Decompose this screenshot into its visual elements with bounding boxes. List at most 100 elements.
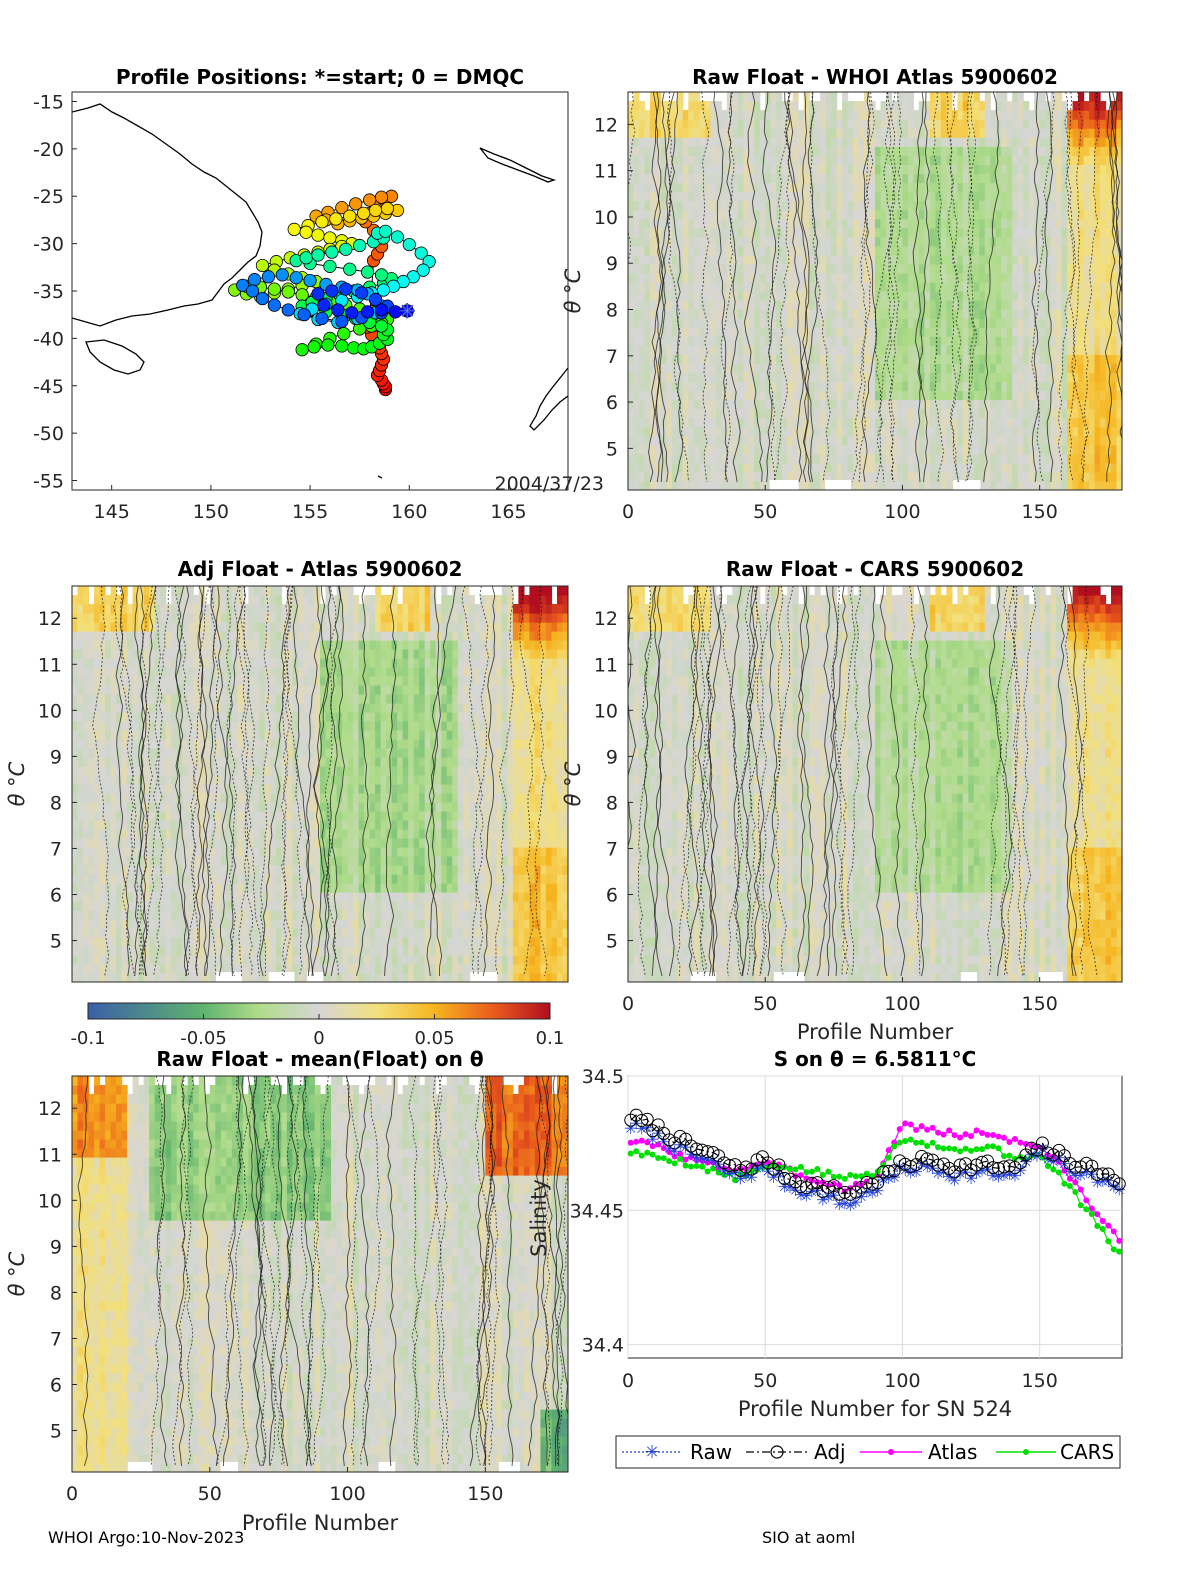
- heatmap-cell: [105, 703, 112, 713]
- heatmap-cell: [1078, 218, 1085, 229]
- heatmap-cell: [842, 327, 849, 337]
- heatmap-cell: [1050, 426, 1057, 437]
- heatmap-cell: [776, 381, 783, 392]
- heatmap-cell: [682, 390, 689, 401]
- heatmap-cell: [990, 345, 997, 355]
- heatmap-cell: [847, 263, 854, 274]
- heatmap-cell: [1094, 435, 1101, 446]
- heatmap-cell: [138, 631, 145, 641]
- heatmap-cell: [1083, 345, 1090, 355]
- heatmap-cell: [165, 856, 172, 866]
- heatmap-cell: [935, 426, 942, 437]
- heatmap-cell: [984, 236, 991, 247]
- heatmap-cell: [726, 336, 733, 346]
- heatmap-cell: [1001, 155, 1008, 165]
- heatmap-cell: [127, 964, 134, 974]
- heatmap-cell: [737, 462, 744, 473]
- heatmap-cell: [748, 471, 755, 482]
- heatmap-cell: [902, 119, 909, 129]
- heatmap-cell: [880, 137, 887, 147]
- heatmap-cell: [776, 471, 783, 482]
- heatmap-cell: [704, 354, 711, 364]
- heatmap-cell: [721, 417, 728, 428]
- heatmap-cell: [940, 381, 947, 392]
- heatmap-cell: [754, 263, 761, 274]
- heatmap-cell: [677, 363, 684, 374]
- heatmap-cell: [677, 209, 684, 220]
- heatmap-cell: [1023, 309, 1030, 319]
- heatmap-cell: [896, 381, 904, 392]
- heatmap-cell: [924, 236, 931, 247]
- heatmap-cell: [792, 291, 799, 301]
- heatmap-cell: [171, 919, 178, 929]
- heatmap-cell: [1105, 291, 1112, 301]
- heatmap-cell: [743, 227, 750, 238]
- heatmap-cell: [781, 227, 788, 238]
- heatmap-cell: [984, 471, 991, 482]
- heatmap-cell: [1012, 164, 1019, 175]
- heatmap-cell: [875, 218, 882, 229]
- heatmap-cell: [1012, 462, 1019, 473]
- heatmap-cell: [72, 829, 79, 839]
- heatmap-cell: [853, 110, 860, 120]
- heatmap-cell: [110, 892, 117, 902]
- heatmap-cell: [121, 667, 128, 677]
- heatmap-cell: [957, 354, 964, 364]
- heatmap-cell: [94, 667, 101, 677]
- heatmap-cell: [770, 327, 777, 337]
- profile-position-point: [339, 242, 353, 256]
- heatmap-cell: [853, 480, 860, 490]
- heatmap-cell: [748, 381, 755, 392]
- heatmap-cell: [710, 390, 717, 401]
- heatmap-cell: [638, 417, 646, 428]
- heatmap-cell: [842, 245, 849, 256]
- heatmap-cell: [688, 272, 695, 283]
- heatmap-cell: [1017, 254, 1024, 265]
- heatmap-cell: [1034, 408, 1041, 419]
- heatmap-cell: [1094, 164, 1101, 175]
- heatmap-cell: [143, 658, 150, 668]
- heatmap-cell: [924, 218, 931, 229]
- heatmap-cell: [1006, 354, 1013, 364]
- heatmap-cell: [688, 291, 695, 301]
- heatmap-cell: [885, 137, 893, 147]
- heatmap-cell: [105, 748, 112, 758]
- heatmap-cell: [1012, 390, 1019, 401]
- heatmap-cell: [907, 327, 915, 337]
- heatmap-cell: [875, 363, 882, 374]
- heatmap-cell: [896, 435, 904, 446]
- heatmap-cell: [638, 444, 646, 455]
- contour-line: [1106, 92, 1122, 441]
- heatmap-cell: [688, 408, 695, 419]
- heatmap-cell: [869, 182, 876, 193]
- heatmap-cell: [1034, 281, 1041, 292]
- heatmap-cell: [968, 444, 975, 455]
- heatmap-cell: [1072, 462, 1079, 473]
- heatmap-cell: [1039, 354, 1046, 364]
- heatmap-cell: [759, 372, 766, 383]
- heatmap-cell: [1067, 200, 1074, 211]
- heatmap-cell: [171, 910, 178, 920]
- heatmap-cell: [924, 444, 931, 455]
- heatmap-cell: [913, 110, 920, 120]
- heatmap-cell: [1083, 426, 1090, 437]
- heatmap-cell: [792, 426, 799, 437]
- heatmap-cell: [765, 119, 772, 129]
- heatmap-cell: [1006, 399, 1013, 410]
- heatmap-cell: [105, 640, 112, 650]
- heatmap-cell: [853, 435, 860, 446]
- heatmap-cell: [1006, 480, 1013, 490]
- heatmap-cell: [995, 209, 1002, 220]
- heatmap-cell: [1111, 164, 1118, 175]
- heatmap-cell: [660, 354, 668, 364]
- heatmap-cell: [809, 426, 816, 437]
- heatmap-cell: [979, 309, 986, 319]
- heatmap-cell: [1045, 453, 1052, 464]
- heatmap-cell: [803, 363, 810, 374]
- profile-position-point: [361, 305, 375, 319]
- heatmap-cell: [951, 462, 958, 473]
- contour-line: [744, 92, 763, 483]
- heatmap-cell: [984, 336, 991, 346]
- heatmap-cell: [138, 919, 145, 929]
- heatmap-cell: [1039, 327, 1046, 337]
